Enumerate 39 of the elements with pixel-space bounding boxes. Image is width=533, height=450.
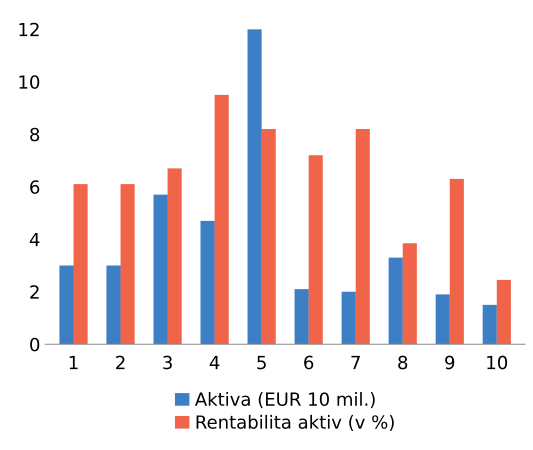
y-tick-label: 8 xyxy=(30,128,40,142)
x-tick-label: 7 xyxy=(351,356,360,370)
y-tick-label: 4 xyxy=(30,232,40,246)
bar xyxy=(74,184,88,344)
bar xyxy=(214,94,229,344)
bar xyxy=(496,280,511,344)
bar xyxy=(262,129,276,344)
bar xyxy=(436,294,450,344)
bar xyxy=(153,194,168,344)
x-tick-label: 10 xyxy=(487,356,508,370)
bar xyxy=(120,184,135,344)
legend-label: Aktiva (EUR 10 mil.) xyxy=(194,392,375,408)
bar xyxy=(356,129,370,344)
bar xyxy=(106,266,121,344)
bar xyxy=(59,266,74,344)
bar xyxy=(248,29,262,344)
x-tick-label: 6 xyxy=(304,356,314,370)
y-tick-label: 10 xyxy=(19,75,40,89)
y-tick-label: 6 xyxy=(30,180,40,194)
x-tick-label: 2 xyxy=(116,356,124,370)
x-tick-label: 8 xyxy=(398,356,408,370)
bar xyxy=(308,155,323,344)
x-tick-label: 5 xyxy=(257,356,266,370)
bar xyxy=(200,220,215,344)
bar xyxy=(482,304,497,344)
bar xyxy=(294,289,309,344)
x-tick-label: 9 xyxy=(445,356,454,370)
bar xyxy=(168,168,182,344)
y-tick-label: 2 xyxy=(30,285,39,299)
bar xyxy=(388,258,403,344)
x-tick-label: 4 xyxy=(210,356,220,370)
y-tick-label: 0 xyxy=(30,338,40,352)
bar xyxy=(402,243,417,344)
y-tick-label: 12 xyxy=(19,22,39,36)
x-tick-label: 3 xyxy=(163,356,172,370)
bar xyxy=(342,292,356,344)
x-tick-label: 1 xyxy=(70,356,78,370)
bar xyxy=(450,178,464,344)
legend-label: Rentabilita aktiv (v %) xyxy=(196,414,394,431)
